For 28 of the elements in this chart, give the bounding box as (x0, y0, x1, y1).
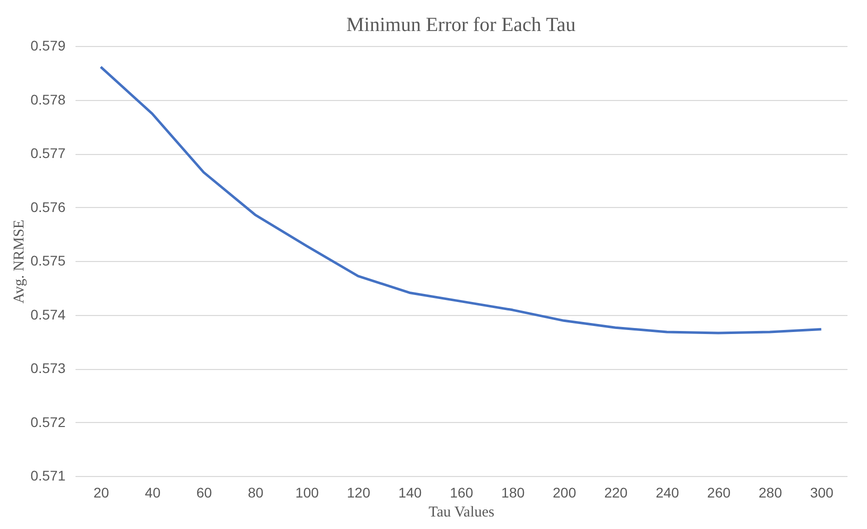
chart-title: Minimun Error for Each Tau (346, 14, 576, 36)
x-tick-label: 280 (758, 484, 782, 500)
x-tick-label: 300 (810, 484, 834, 500)
line-series (99, 66, 823, 334)
y-tick-label: 0.574 (30, 306, 66, 322)
x-tick-label: 40 (144, 484, 161, 500)
y-tick-label: 0.575 (30, 252, 66, 268)
x-tick-label: 200 (552, 484, 576, 500)
x-tick-label: 60 (196, 484, 212, 500)
x-tick-label: 240 (656, 484, 680, 500)
y-axis-title: Avg. NRMSE (11, 220, 28, 304)
x-tick-label: 180 (501, 484, 525, 500)
y-tick-label: 0.571 (30, 468, 66, 484)
y-tick-label: 0.573 (30, 360, 66, 376)
x-axis-title: Tau Values (428, 504, 495, 520)
x-tick-label: 100 (295, 484, 319, 500)
x-tick-label: 20 (93, 484, 110, 500)
y-tick-label: 0.572 (30, 414, 66, 430)
x-tick-label: 140 (398, 484, 422, 500)
x-tick-label: 120 (346, 484, 370, 500)
x-tick-label: 80 (248, 484, 264, 500)
x-tick-label: 220 (604, 484, 628, 500)
x-tick-label: 260 (707, 484, 731, 500)
y-tick-label: 0.577 (30, 145, 66, 161)
y-tick-label: 0.579 (30, 38, 66, 54)
y-tick-label: 0.576 (30, 198, 66, 215)
x-tick-label: 160 (450, 484, 474, 500)
y-tick-label: 0.578 (30, 91, 66, 108)
